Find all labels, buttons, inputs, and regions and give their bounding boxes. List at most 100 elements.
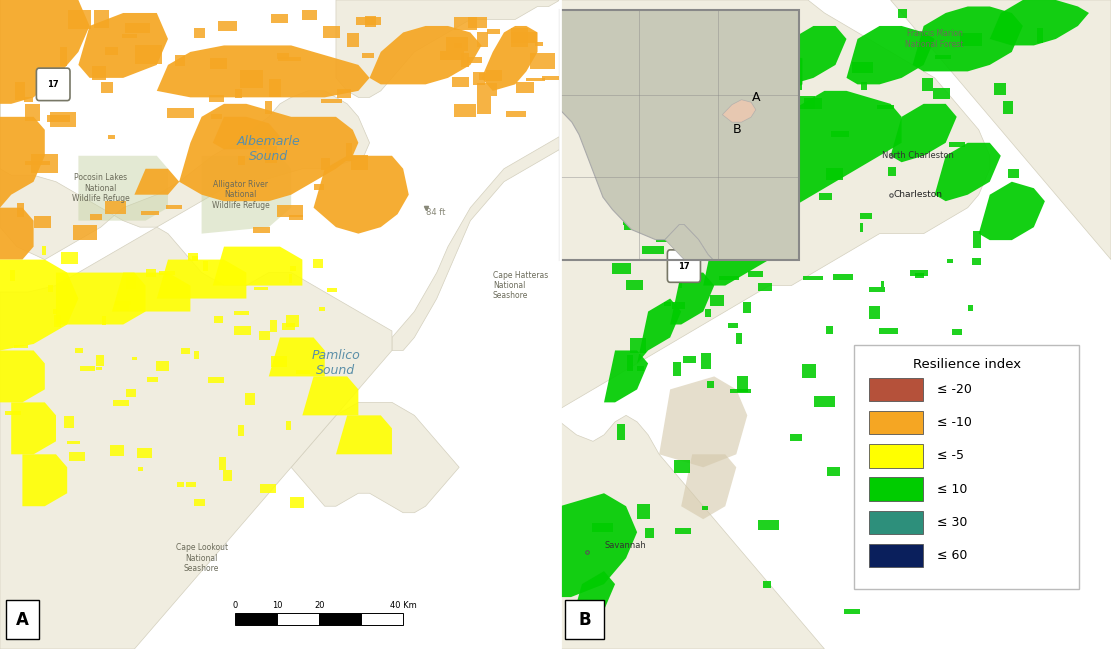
Bar bbox=[302, 10, 317, 19]
Text: 40 Km: 40 Km bbox=[390, 601, 417, 610]
Polygon shape bbox=[313, 156, 409, 234]
Bar bbox=[53, 309, 57, 314]
Bar bbox=[16, 82, 24, 101]
Bar bbox=[122, 34, 137, 38]
Bar bbox=[685, 12, 699, 24]
Text: ≤ 30: ≤ 30 bbox=[938, 516, 968, 529]
Text: Alligator River
National
Wildlife Refuge: Alligator River National Wildlife Refuge bbox=[212, 180, 270, 210]
Polygon shape bbox=[157, 260, 247, 299]
Bar bbox=[68, 441, 80, 445]
Polygon shape bbox=[571, 571, 615, 623]
Bar bbox=[277, 53, 289, 60]
Bar bbox=[874, 414, 888, 419]
Bar bbox=[511, 28, 528, 47]
Bar bbox=[446, 38, 468, 51]
Bar bbox=[728, 323, 738, 328]
Bar bbox=[50, 112, 76, 127]
Bar bbox=[321, 99, 342, 103]
Text: 17: 17 bbox=[678, 262, 690, 271]
Polygon shape bbox=[891, 0, 1111, 260]
Bar bbox=[758, 283, 772, 291]
Bar bbox=[683, 356, 697, 363]
Polygon shape bbox=[0, 208, 33, 260]
Bar bbox=[878, 104, 894, 109]
Polygon shape bbox=[891, 104, 957, 162]
Bar bbox=[188, 252, 198, 262]
Bar bbox=[530, 53, 556, 69]
Bar bbox=[934, 55, 951, 59]
Polygon shape bbox=[659, 376, 748, 467]
Polygon shape bbox=[748, 52, 802, 104]
Bar bbox=[763, 206, 775, 210]
Bar bbox=[790, 434, 802, 441]
Bar bbox=[832, 274, 853, 280]
Bar bbox=[468, 56, 482, 63]
Bar bbox=[271, 14, 288, 23]
Bar bbox=[662, 79, 678, 87]
Bar bbox=[253, 227, 270, 234]
Bar bbox=[1041, 413, 1047, 424]
Bar bbox=[865, 367, 884, 374]
Bar bbox=[64, 416, 73, 428]
Bar bbox=[667, 69, 683, 73]
Bar bbox=[624, 225, 643, 230]
Bar bbox=[1037, 28, 1042, 43]
Bar bbox=[679, 140, 697, 151]
FancyBboxPatch shape bbox=[668, 250, 700, 282]
Bar bbox=[90, 214, 102, 219]
Bar bbox=[92, 66, 106, 80]
Bar bbox=[972, 258, 981, 265]
Bar bbox=[114, 300, 131, 305]
Bar bbox=[34, 216, 51, 228]
Bar bbox=[97, 367, 102, 371]
Text: North Charleston: North Charleston bbox=[882, 151, 954, 160]
Polygon shape bbox=[112, 273, 190, 312]
Bar bbox=[728, 215, 741, 230]
Bar bbox=[708, 381, 714, 387]
Bar bbox=[730, 389, 751, 393]
Bar bbox=[952, 328, 962, 336]
Bar bbox=[827, 467, 840, 476]
Bar bbox=[973, 232, 981, 247]
Bar bbox=[881, 281, 884, 288]
Bar bbox=[637, 366, 644, 371]
Bar bbox=[763, 180, 785, 190]
Bar bbox=[534, 42, 543, 45]
Polygon shape bbox=[22, 454, 67, 506]
Text: Pamlico
Sound: Pamlico Sound bbox=[311, 349, 360, 378]
Bar bbox=[645, 528, 654, 538]
Polygon shape bbox=[912, 6, 1023, 71]
Bar bbox=[631, 180, 637, 188]
Bar bbox=[68, 10, 91, 29]
Polygon shape bbox=[990, 0, 1089, 45]
Bar bbox=[321, 158, 330, 170]
Bar bbox=[124, 23, 150, 33]
Bar bbox=[127, 389, 137, 397]
Polygon shape bbox=[213, 247, 302, 286]
Bar bbox=[24, 104, 40, 121]
Bar bbox=[516, 82, 534, 93]
Bar bbox=[76, 348, 83, 353]
Bar bbox=[477, 83, 498, 95]
Bar bbox=[264, 146, 277, 162]
Bar bbox=[785, 81, 801, 90]
Bar bbox=[327, 288, 337, 292]
Bar bbox=[338, 90, 351, 99]
Text: Charleston: Charleston bbox=[893, 190, 942, 199]
Bar bbox=[120, 302, 129, 311]
Bar bbox=[623, 213, 634, 225]
Bar bbox=[1013, 484, 1023, 489]
Polygon shape bbox=[703, 221, 780, 286]
Text: 44 ft: 44 ft bbox=[769, 117, 789, 126]
Bar bbox=[869, 411, 922, 434]
Bar bbox=[364, 16, 376, 27]
Bar bbox=[869, 378, 922, 401]
Bar bbox=[869, 478, 922, 501]
Bar bbox=[735, 333, 742, 344]
Text: B: B bbox=[579, 611, 591, 629]
Text: ≤ -10: ≤ -10 bbox=[938, 416, 972, 429]
Bar bbox=[269, 79, 281, 97]
Bar bbox=[454, 43, 461, 48]
Text: 20: 20 bbox=[314, 601, 324, 610]
Bar bbox=[511, 32, 537, 43]
